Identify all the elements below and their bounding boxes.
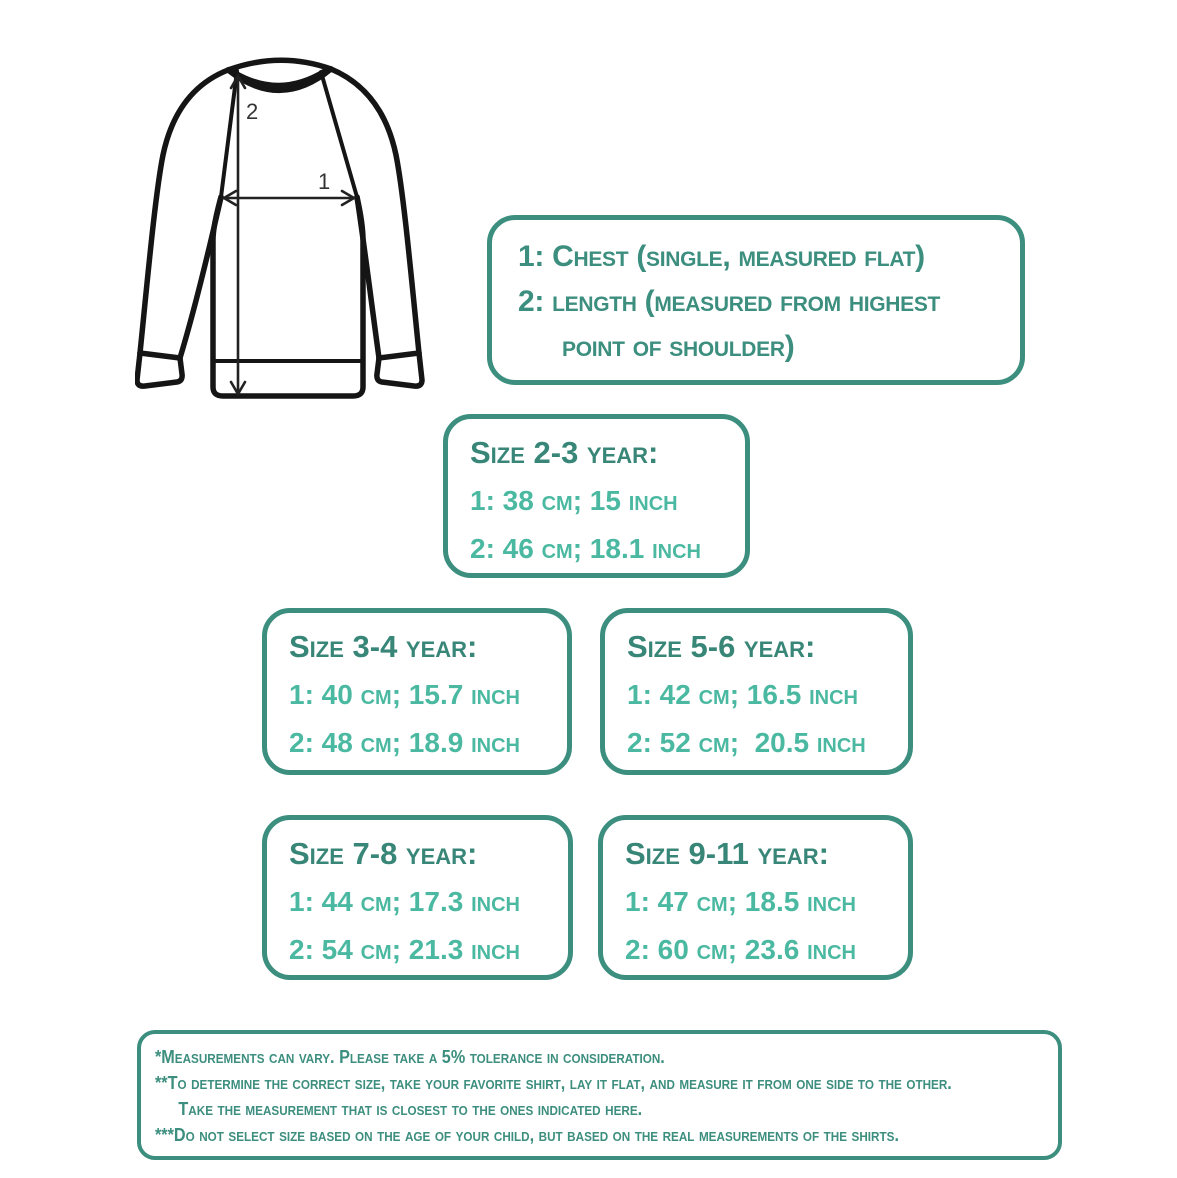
- size-box-2-3-year: Size 2-3 year: 1: 38 cm; 15 inch 2: 46 c…: [443, 414, 750, 578]
- size-box-7-8-year: Size 7-8 year: 1: 44 cm; 17.3 inch 2: 54…: [262, 815, 573, 980]
- size-title: Size 2-3 year:: [470, 435, 659, 470]
- chest-measurement: 1: 38 cm; 15 inch: [470, 485, 678, 516]
- size-box-5-6-year: Size 5-6 year: 1: 42 cm; 16.5 inch 2: 52…: [600, 608, 913, 775]
- size-title: Size 5-6 year:: [627, 629, 816, 664]
- note-age-warning: ***Do not select size based on the age o…: [155, 1125, 899, 1145]
- note-tolerance: *Measurements can vary. Please take a 5%…: [155, 1047, 665, 1067]
- legend-line-length: 2: length (measured from highest: [518, 285, 941, 318]
- legend-line-chest: 1: Chest (single, measured flat): [518, 240, 925, 273]
- chest-arrow-label: 1: [318, 169, 330, 194]
- length-measurement: 2: 60 cm; 23.6 inch: [625, 934, 856, 965]
- sweatshirt-illustration: 2 1: [135, 57, 425, 399]
- chest-measurement: 1: 47 cm; 18.5 inch: [625, 886, 856, 917]
- note-how-to-measure-cont: Take the measurement that is closest to …: [178, 1099, 643, 1119]
- length-measurement: 2: 48 cm; 18.9 inch: [289, 727, 520, 758]
- size-box-9-11-year: Size 9-11 year: 1: 47 cm; 18.5 inch 2: 6…: [598, 815, 913, 980]
- chest-measurement: 1: 40 cm; 15.7 inch: [289, 679, 520, 710]
- length-measurement: 2: 46 cm; 18.1 inch: [470, 533, 701, 564]
- size-title: Size 7-8 year:: [289, 836, 478, 871]
- legend-line-length-cont: point of shoulder): [562, 330, 795, 363]
- sweatshirt-outline: [135, 57, 425, 399]
- notes-box: *Measurements can vary. Please take a 5%…: [137, 1030, 1062, 1160]
- chest-arrow: [221, 189, 357, 207]
- measurement-legend-box: 1: Chest (single, measured flat) 2: leng…: [487, 215, 1025, 385]
- size-title: Size 9-11 year:: [625, 836, 829, 871]
- size-title: Size 3-4 year:: [289, 629, 478, 664]
- length-measurement: 2: 52 cm; 20.5 inch: [627, 727, 866, 758]
- chest-measurement: 1: 44 cm; 17.3 inch: [289, 886, 520, 917]
- length-measurement: 2: 54 cm; 21.3 inch: [289, 934, 520, 965]
- size-box-3-4-year: Size 3-4 year: 1: 40 cm; 15.7 inch 2: 48…: [262, 608, 572, 775]
- length-arrow: [229, 73, 247, 397]
- chest-measurement: 1: 42 cm; 16.5 inch: [627, 679, 858, 710]
- length-arrow-label: 2: [246, 99, 258, 124]
- note-how-to-measure: **To determine the correct size, take yo…: [155, 1073, 952, 1093]
